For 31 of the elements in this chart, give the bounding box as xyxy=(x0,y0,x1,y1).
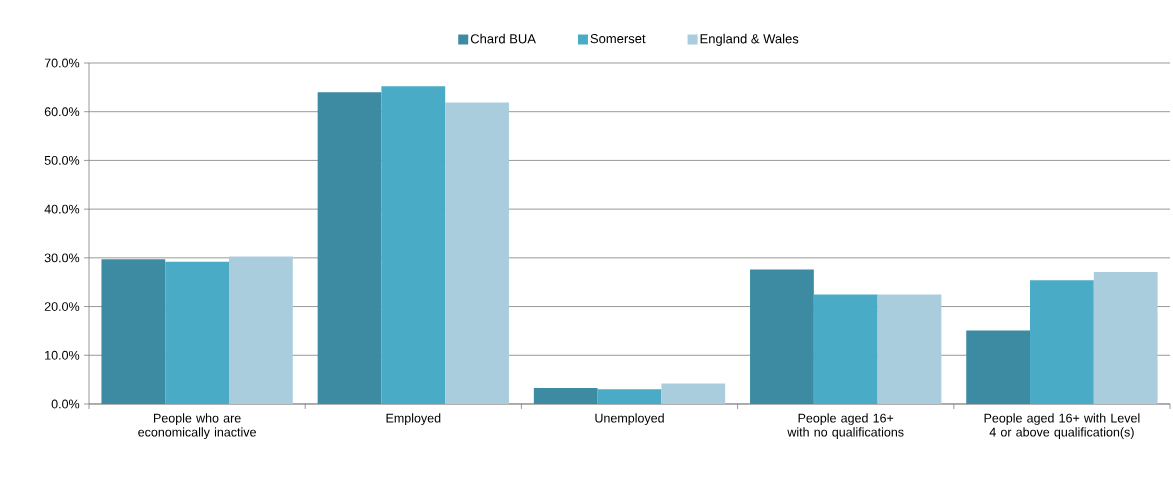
bar xyxy=(533,387,598,404)
bar xyxy=(165,261,229,404)
x-tick-label: Employed xyxy=(386,413,441,425)
bar xyxy=(1093,271,1158,404)
y-tick-label: 10.0% xyxy=(45,350,80,360)
bar xyxy=(445,102,509,404)
bar xyxy=(381,86,446,404)
y-tick-label: 30.0% xyxy=(44,253,80,263)
bar xyxy=(877,294,942,404)
bar xyxy=(229,256,293,404)
y-tick-label: 70.0% xyxy=(44,58,80,68)
bar xyxy=(966,330,1031,404)
y-tick-label: 20.0% xyxy=(44,302,80,311)
bar xyxy=(597,389,662,404)
x-tick-label: People aged 16+ with no qualifications xyxy=(787,413,904,439)
legend-label: Somerset xyxy=(590,34,646,44)
bar xyxy=(101,259,166,404)
bar xyxy=(750,269,814,404)
x-tick-label: People who are economically inactive xyxy=(138,413,256,439)
y-tick-label: 40.0% xyxy=(44,204,80,214)
y-tick-label: 60.0% xyxy=(44,107,80,117)
x-tick-label: Unemployed xyxy=(595,413,664,425)
y-tick-label: 0.0% xyxy=(51,399,80,409)
y-tick-label: 50.0% xyxy=(44,155,80,165)
bar xyxy=(813,294,878,404)
x-tick-label: People aged 16+ with Level 4 or above qualification(s) xyxy=(984,413,1140,439)
bar xyxy=(317,92,382,404)
legend-label: Chard BUA xyxy=(470,33,536,44)
legend-label: England & Wales xyxy=(700,33,799,46)
bar xyxy=(661,383,726,404)
bar xyxy=(1030,280,1094,404)
